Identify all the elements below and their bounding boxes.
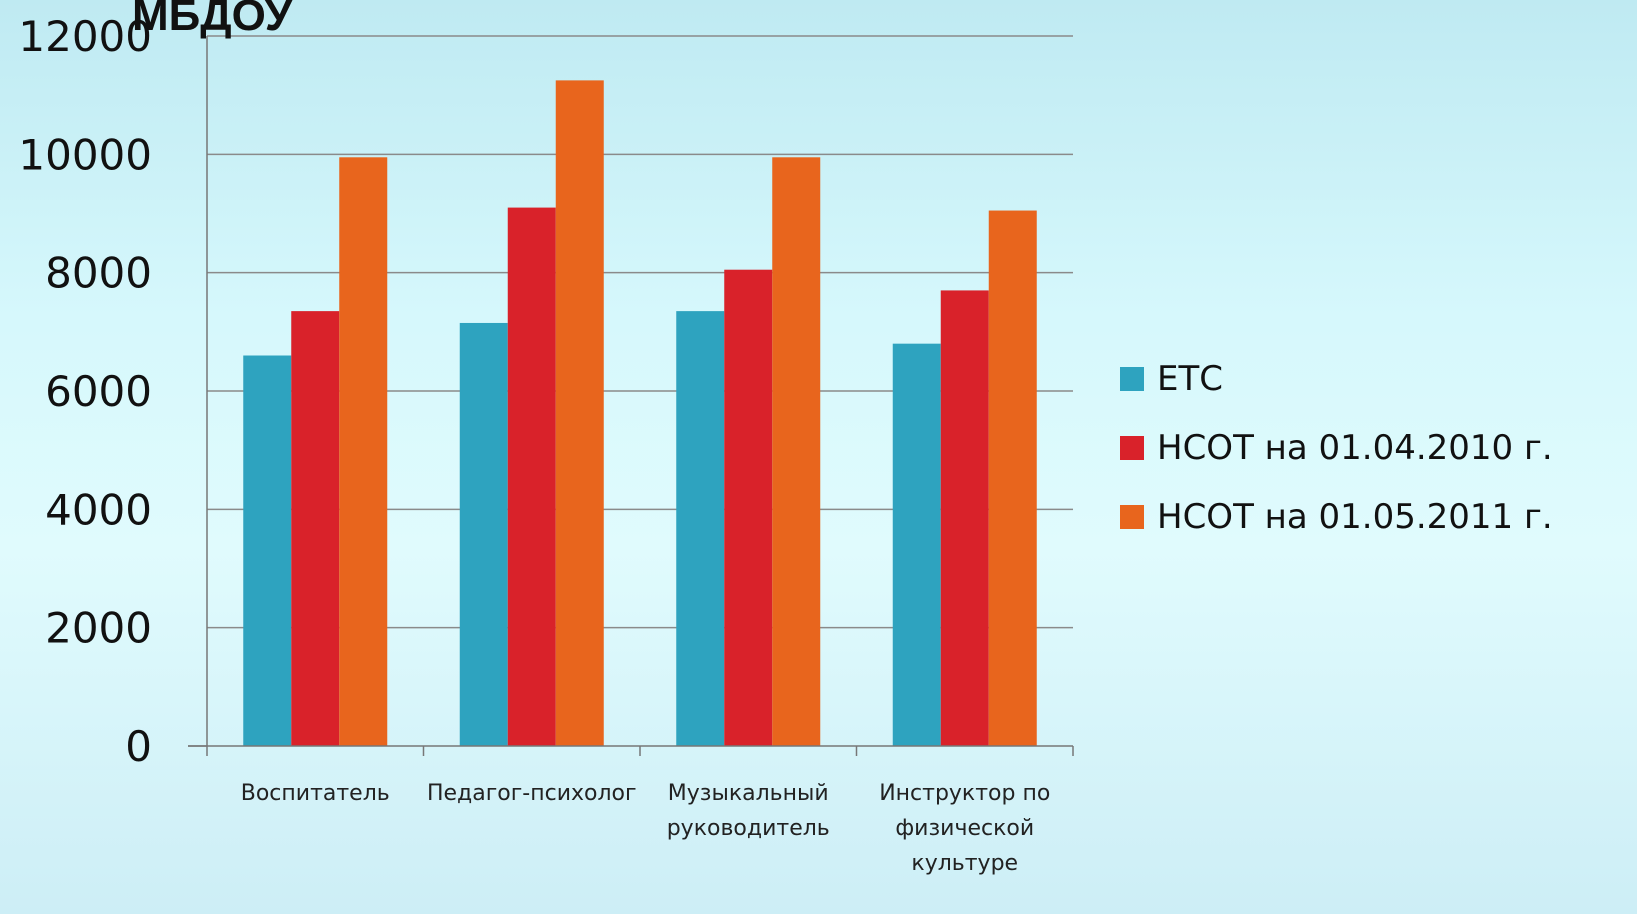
bar xyxy=(940,290,989,746)
legend-label: ЕТС xyxy=(1157,359,1223,399)
axes xyxy=(188,36,1074,756)
y-tick-label: 12000 xyxy=(18,12,152,61)
bar xyxy=(772,157,821,746)
x-tick-label: культуре xyxy=(911,851,1018,876)
bar xyxy=(459,322,508,746)
bars xyxy=(243,80,1037,747)
legend-swatch xyxy=(1120,436,1144,460)
bar xyxy=(988,210,1037,746)
bar xyxy=(507,207,556,747)
x-tick-label: Музыкальный xyxy=(668,781,829,806)
y-tick-label: 6000 xyxy=(45,367,152,416)
legend: ЕТС НСОТ на 01.04.2010 г. НСОТ на 01.05.20… xyxy=(1120,359,1553,537)
bar xyxy=(291,311,340,746)
x-tick-label: руководитель xyxy=(667,816,830,841)
chart-title: МБДОУ xyxy=(132,0,293,40)
x-tick-label: Воспитатель xyxy=(241,781,390,806)
bar xyxy=(676,311,725,746)
bar xyxy=(892,343,941,746)
y-tick-labels: 0 2000 4000 6000 8000 10000 12000 xyxy=(18,12,152,771)
bar xyxy=(339,157,388,746)
x-tick-label: Педагог-психолог xyxy=(427,781,637,806)
legend-label: НСОТ на 01.05.2011 г. xyxy=(1157,497,1553,537)
legend-label: НСОТ на 01.04.2010 г. xyxy=(1157,428,1553,468)
x-tick-labels: Воспитатель Педагог-психолог Музыкальный ру… xyxy=(241,781,1051,876)
legend-swatch xyxy=(1120,367,1144,391)
bar xyxy=(243,355,292,746)
x-tick-label: физической xyxy=(895,816,1034,841)
y-tick-label: 4000 xyxy=(45,485,152,534)
y-tick-label: 8000 xyxy=(45,249,152,298)
y-tick-label: 2000 xyxy=(45,604,152,653)
x-tick-label: Инструктор по xyxy=(879,781,1050,806)
y-tick-label: 10000 xyxy=(18,130,152,179)
bar xyxy=(724,269,773,746)
bar xyxy=(555,80,604,746)
legend-swatch xyxy=(1120,505,1144,529)
y-tick-label: 0 xyxy=(125,722,152,771)
